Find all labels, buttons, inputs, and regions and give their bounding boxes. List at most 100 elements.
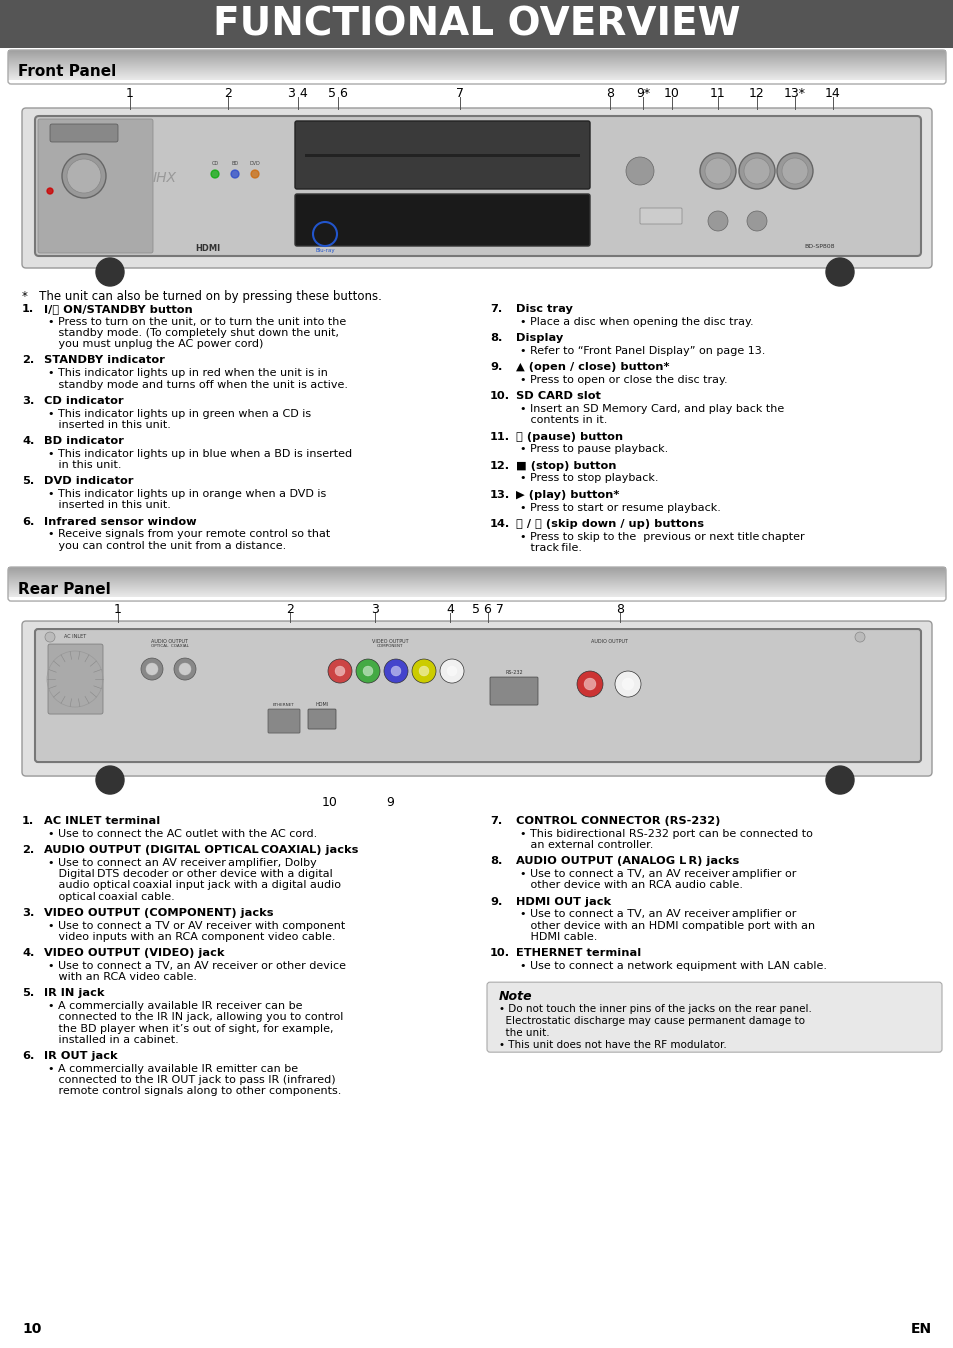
- Circle shape: [231, 170, 239, 178]
- Text: HDMI cable.: HDMI cable.: [519, 931, 597, 942]
- Text: • Press to start or resume playback.: • Press to start or resume playback.: [519, 503, 720, 512]
- Text: 4.: 4.: [22, 435, 34, 446]
- Circle shape: [67, 159, 101, 193]
- Circle shape: [412, 659, 436, 683]
- FancyBboxPatch shape: [294, 121, 589, 189]
- Circle shape: [577, 671, 602, 697]
- Text: • A commercially available IR receiver can be: • A commercially available IR receiver c…: [48, 1002, 302, 1011]
- Text: VIDEO OUTPUT (VIDEO) jack: VIDEO OUTPUT (VIDEO) jack: [44, 948, 224, 958]
- Text: • Refer to “Front Panel Display” on page 13.: • Refer to “Front Panel Display” on page…: [519, 346, 764, 356]
- Text: 5.: 5.: [22, 988, 34, 999]
- Text: 12.: 12.: [490, 461, 510, 470]
- Text: 8.: 8.: [490, 333, 502, 344]
- Text: ■: ■: [752, 166, 760, 177]
- Text: 6.: 6.: [22, 1051, 34, 1061]
- Text: 8: 8: [605, 88, 614, 100]
- Text: HDMI: HDMI: [315, 702, 328, 708]
- Text: 9.: 9.: [490, 363, 502, 372]
- Text: 3.: 3.: [22, 907, 34, 918]
- Text: 1.: 1.: [22, 305, 34, 314]
- Text: • Use to connect an AV receiver amplifier, Dolby: • Use to connect an AV receiver amplifie…: [48, 857, 316, 868]
- Text: 11: 11: [709, 88, 725, 100]
- Text: AUDIO OUTPUT (ANALOG L R) jacks: AUDIO OUTPUT (ANALOG L R) jacks: [516, 856, 739, 867]
- Text: standby mode and turns off when the unit is active.: standby mode and turns off when the unit…: [48, 380, 348, 390]
- Text: • This indicator lights up in red when the unit is in: • This indicator lights up in red when t…: [48, 368, 328, 379]
- Text: AUDIO OUTPUT: AUDIO OUTPUT: [591, 639, 628, 644]
- Text: FUNCTIONAL OVERVIEW: FUNCTIONAL OVERVIEW: [213, 5, 740, 43]
- Text: with an RCA video cable.: with an RCA video cable.: [48, 972, 196, 983]
- Circle shape: [335, 666, 345, 677]
- Text: VIDEO OUTPUT (COMPONENT) jacks: VIDEO OUTPUT (COMPONENT) jacks: [44, 907, 274, 918]
- Text: IHX: IHX: [152, 171, 177, 185]
- Text: track file.: track file.: [519, 543, 581, 553]
- Text: I/⏻ ON/STANDBY: I/⏻ ON/STANDBY: [50, 154, 90, 159]
- Text: 5 6 7: 5 6 7: [472, 603, 503, 616]
- Text: the BD player when it’s out of sight, for example,: the BD player when it’s out of sight, fo…: [48, 1023, 334, 1034]
- FancyBboxPatch shape: [639, 208, 681, 224]
- Text: • Use to connect a TV or AV receiver with component: • Use to connect a TV or AV receiver wit…: [48, 921, 345, 930]
- Circle shape: [825, 257, 853, 286]
- Text: ⏸ (pause) button: ⏸ (pause) button: [516, 431, 622, 442]
- Text: • Place a disc when opening the disc tray.: • Place a disc when opening the disc tra…: [519, 317, 753, 326]
- Text: EN: EN: [910, 1322, 931, 1336]
- Text: • This bidirectional RS-232 port can be connected to: • This bidirectional RS-232 port can be …: [519, 829, 812, 838]
- Text: standby mode. (To completely shut down the unit,: standby mode. (To completely shut down t…: [48, 328, 338, 338]
- Text: CONTROL CONNECTOR (RS-232): CONTROL CONNECTOR (RS-232): [516, 816, 720, 826]
- Text: other device with an HDMI compatible port with an: other device with an HDMI compatible por…: [519, 921, 814, 930]
- Text: 2.: 2.: [22, 356, 34, 365]
- Text: 10: 10: [322, 797, 337, 809]
- Text: remote control signals along to other components.: remote control signals along to other co…: [48, 1086, 341, 1096]
- Text: in this unit.: in this unit.: [48, 460, 121, 470]
- Text: 2: 2: [224, 88, 232, 100]
- Text: 9*: 9*: [636, 88, 649, 100]
- Circle shape: [447, 666, 456, 677]
- Text: Infrared sensor window: Infrared sensor window: [44, 516, 196, 527]
- Text: STANDBY indicator: STANDBY indicator: [44, 356, 165, 365]
- Circle shape: [251, 170, 258, 178]
- Circle shape: [583, 678, 596, 690]
- Text: • This indicator lights up in orange when a DVD is: • This indicator lights up in orange whe…: [48, 489, 326, 499]
- Circle shape: [418, 666, 429, 677]
- Text: 11.: 11.: [490, 431, 510, 442]
- Text: optical coaxial cable.: optical coaxial cable.: [48, 891, 174, 902]
- Circle shape: [363, 666, 373, 677]
- Text: 12: 12: [748, 88, 764, 100]
- Circle shape: [743, 158, 769, 183]
- Circle shape: [825, 766, 853, 794]
- Text: 1: 1: [114, 603, 122, 616]
- Text: video inputs with an RCA component video cable.: video inputs with an RCA component video…: [48, 931, 335, 942]
- Text: you must unplug the AC power cord): you must unplug the AC power cord): [48, 340, 263, 349]
- Text: AUDIO OUTPUT: AUDIO OUTPUT: [152, 639, 189, 644]
- Text: • Press to stop playback.: • Press to stop playback.: [519, 473, 658, 484]
- Circle shape: [47, 187, 53, 194]
- Text: • Use to connect a TV, an AV receiver amplifier or: • Use to connect a TV, an AV receiver am…: [519, 910, 796, 919]
- Circle shape: [96, 766, 124, 794]
- Text: Disc tray: Disc tray: [516, 305, 572, 314]
- Circle shape: [621, 678, 634, 690]
- Text: Digital DTS decoder or other device with a digital: Digital DTS decoder or other device with…: [48, 869, 333, 879]
- Circle shape: [707, 212, 727, 231]
- Text: ■ (stop) button: ■ (stop) button: [516, 461, 616, 470]
- Text: HDMI OUT jack: HDMI OUT jack: [516, 896, 611, 907]
- Text: AUDIO OUTPUT (DIGITAL OPTICAL COAXIAL) jacks: AUDIO OUTPUT (DIGITAL OPTICAL COAXIAL) j…: [44, 845, 358, 855]
- Bar: [305, 154, 579, 156]
- Text: BD: BD: [232, 160, 238, 166]
- FancyBboxPatch shape: [22, 621, 931, 776]
- Circle shape: [700, 154, 735, 189]
- Text: HDMI: HDMI: [194, 244, 220, 253]
- Text: • This indicator lights up in green when a CD is: • This indicator lights up in green when…: [48, 408, 311, 419]
- Text: ⏮: ⏮: [715, 217, 720, 225]
- Text: 1: 1: [126, 88, 133, 100]
- Text: • Do not touch the inner pins of the jacks on the rear panel.: • Do not touch the inner pins of the jac…: [498, 1004, 811, 1014]
- FancyBboxPatch shape: [308, 709, 335, 729]
- FancyBboxPatch shape: [48, 644, 103, 714]
- Text: AC INLET terminal: AC INLET terminal: [44, 816, 160, 826]
- Circle shape: [62, 154, 106, 198]
- FancyBboxPatch shape: [268, 709, 299, 733]
- Text: ONKYO: ONKYO: [69, 128, 99, 137]
- Text: 13*: 13*: [783, 88, 805, 100]
- Text: 10: 10: [22, 1322, 41, 1336]
- Bar: [0, 0, 953, 49]
- Text: 5 6: 5 6: [328, 88, 348, 100]
- Text: • Press to open or close the disc tray.: • Press to open or close the disc tray.: [519, 375, 727, 386]
